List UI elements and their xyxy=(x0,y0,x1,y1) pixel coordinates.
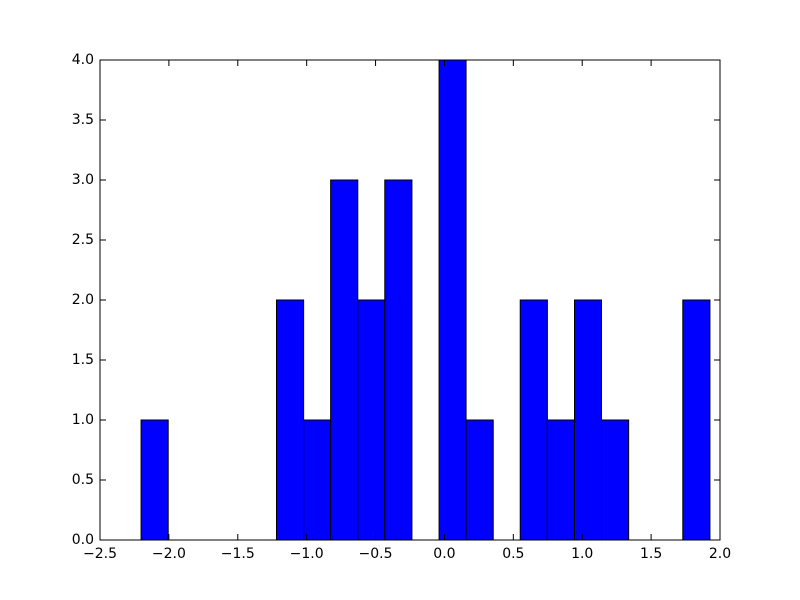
bar xyxy=(601,419,630,541)
y-tick-label: 0.0 xyxy=(72,532,94,548)
y-tick-label: 0.5 xyxy=(72,472,94,488)
y-tick-label: 2.0 xyxy=(72,292,94,308)
bar xyxy=(682,299,711,541)
bar xyxy=(438,59,467,541)
x-tick-label: 2.0 xyxy=(709,546,731,562)
y-tick-label: 3.5 xyxy=(72,112,94,128)
bar xyxy=(465,419,494,541)
x-tick-label: 0.5 xyxy=(502,546,524,562)
bar xyxy=(519,299,548,541)
bar xyxy=(140,419,169,541)
x-tick-label: −0.5 xyxy=(359,546,393,562)
x-tick-label: −2.0 xyxy=(152,546,186,562)
bar xyxy=(303,419,332,541)
y-tick-label: 1.5 xyxy=(72,352,94,368)
y-tick-label: 2.5 xyxy=(72,232,94,248)
bar xyxy=(275,299,305,541)
bar xyxy=(546,419,576,541)
bar xyxy=(357,299,386,541)
bar xyxy=(574,299,603,541)
x-tick-label: −2.5 xyxy=(83,546,117,562)
x-tick-label: 1.5 xyxy=(640,546,662,562)
x-tick-label: 0.0 xyxy=(433,546,455,562)
x-tick-label: −1.0 xyxy=(290,546,324,562)
y-tick-label: 4.0 xyxy=(72,52,94,68)
bar xyxy=(330,179,359,541)
bar xyxy=(384,179,413,541)
y-tick-label: 1.0 xyxy=(72,412,94,428)
x-tick-label: 1.0 xyxy=(571,546,593,562)
y-tick-label: 3.0 xyxy=(72,172,94,188)
x-tick-label: −1.5 xyxy=(221,546,255,562)
